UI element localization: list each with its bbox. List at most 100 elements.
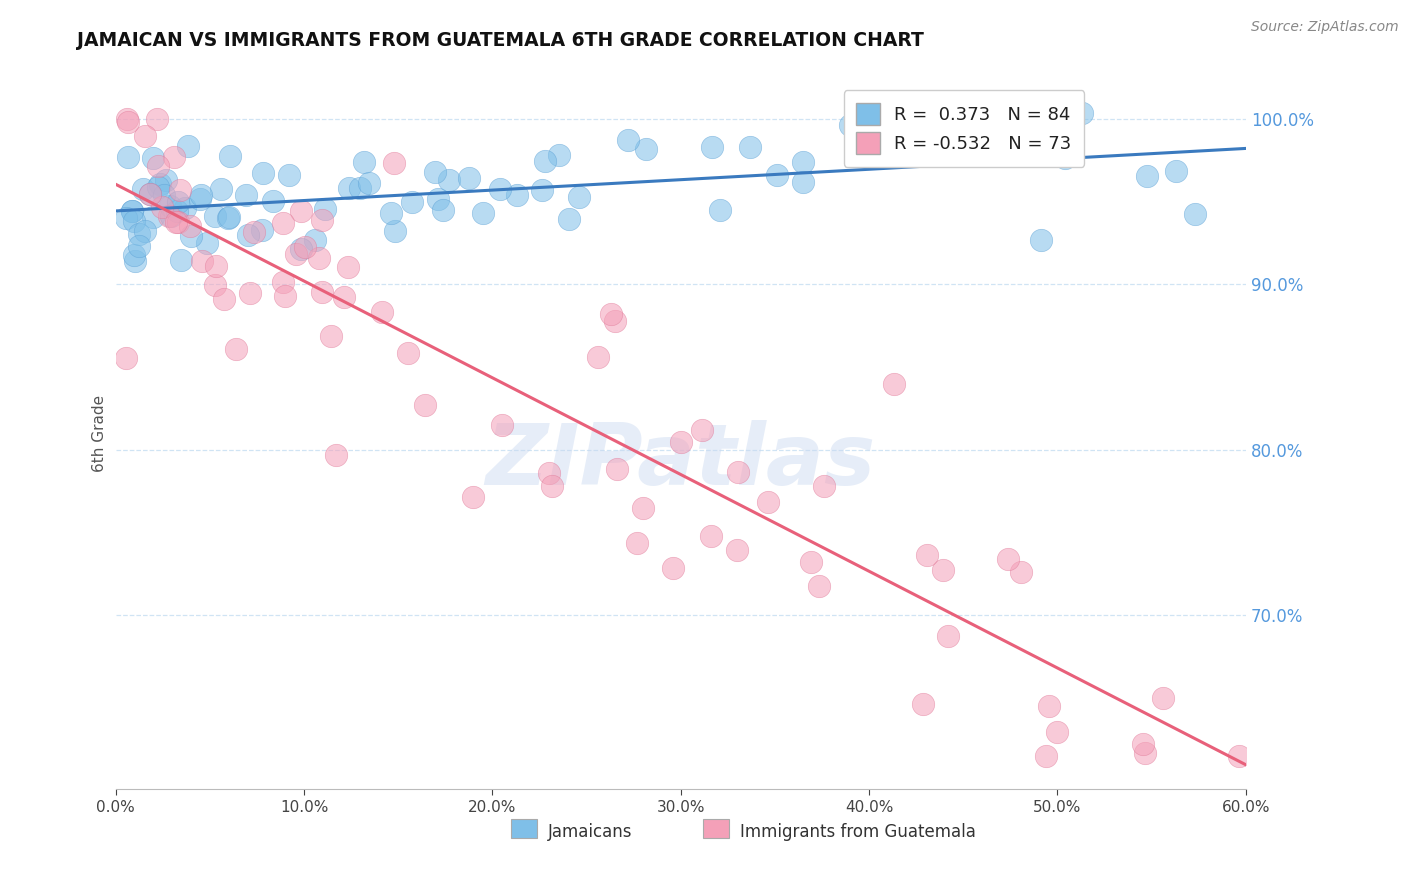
Point	[547, 148, 569, 162]
Point	[121, 204, 143, 219]
Point	[180, 228, 202, 243]
Point	[190, 187, 212, 202]
Point	[139, 186, 162, 201]
Point	[190, 253, 212, 268]
Point	[204, 210, 226, 224]
Text: Jamaicans: Jamaicans	[548, 822, 633, 841]
Point	[205, 259, 228, 273]
Point	[533, 153, 555, 168]
Point	[195, 235, 218, 250]
Point	[700, 529, 723, 543]
Point	[128, 227, 150, 241]
Point	[121, 204, 143, 219]
Point	[488, 182, 510, 196]
Point	[423, 164, 446, 178]
Point	[415, 399, 437, 413]
Point	[1035, 749, 1057, 764]
Point	[766, 168, 789, 182]
Point	[912, 697, 935, 711]
Point	[333, 289, 356, 303]
Point	[114, 351, 136, 366]
Point	[122, 248, 145, 262]
Point	[212, 292, 235, 306]
Point	[1132, 737, 1154, 751]
Point	[262, 194, 284, 208]
Point	[915, 548, 938, 562]
Point	[725, 542, 748, 557]
Point	[188, 192, 211, 206]
Point	[117, 115, 139, 129]
Point	[294, 240, 316, 254]
Point	[382, 156, 405, 170]
Point	[132, 182, 155, 196]
Point	[225, 342, 247, 356]
Point	[807, 579, 830, 593]
Point	[353, 154, 375, 169]
Point	[792, 175, 814, 189]
Point	[432, 202, 454, 217]
Point	[1071, 106, 1094, 120]
Point	[709, 202, 731, 217]
Point	[1227, 749, 1250, 764]
Point	[800, 555, 823, 569]
Point	[311, 212, 333, 227]
Point	[290, 242, 312, 256]
Point	[626, 536, 648, 550]
Point	[252, 166, 274, 180]
Point	[472, 205, 495, 219]
Point	[997, 552, 1019, 566]
Point	[165, 215, 187, 229]
Point	[217, 211, 239, 225]
Point	[636, 142, 658, 156]
Point	[426, 192, 449, 206]
Point	[1275, 140, 1298, 154]
Point	[139, 186, 162, 201]
Point	[159, 199, 181, 213]
Point	[463, 491, 485, 505]
Point	[142, 210, 165, 224]
Point	[115, 211, 138, 226]
Point	[155, 172, 177, 186]
Point	[271, 275, 294, 289]
Point	[558, 212, 581, 227]
Point	[115, 112, 138, 126]
Point	[278, 168, 301, 182]
Point	[337, 260, 360, 274]
Point	[401, 195, 423, 210]
Point	[1133, 746, 1156, 760]
Point	[170, 253, 193, 268]
Point	[167, 195, 190, 210]
Point	[308, 251, 330, 265]
Point	[600, 307, 623, 321]
Point	[311, 285, 333, 299]
Point	[1010, 565, 1032, 579]
Point	[325, 448, 347, 462]
Point	[756, 495, 779, 509]
Point	[1184, 206, 1206, 220]
Point	[1038, 129, 1060, 144]
Point	[813, 478, 835, 492]
Point	[938, 629, 960, 643]
Point	[1375, 128, 1398, 142]
Point	[242, 225, 264, 239]
Point	[179, 219, 201, 233]
Point	[148, 177, 170, 191]
Point	[134, 223, 156, 237]
Point	[271, 216, 294, 230]
Point	[700, 140, 723, 154]
Point	[692, 424, 714, 438]
Point	[1046, 725, 1069, 739]
Point	[838, 118, 860, 132]
Text: Source: ZipAtlas.com: Source: ZipAtlas.com	[1251, 20, 1399, 34]
Point	[167, 215, 190, 229]
Legend: R =  0.373   N = 84, R = -0.532   N = 73: R = 0.373 N = 84, R = -0.532 N = 73	[844, 90, 1084, 167]
Point	[1054, 151, 1077, 165]
Point	[568, 190, 591, 204]
Point	[134, 129, 156, 144]
Point	[218, 149, 240, 163]
Point	[1272, 749, 1295, 764]
Point	[458, 171, 481, 186]
Point	[541, 479, 564, 493]
Point	[931, 563, 953, 577]
Point	[204, 278, 226, 293]
